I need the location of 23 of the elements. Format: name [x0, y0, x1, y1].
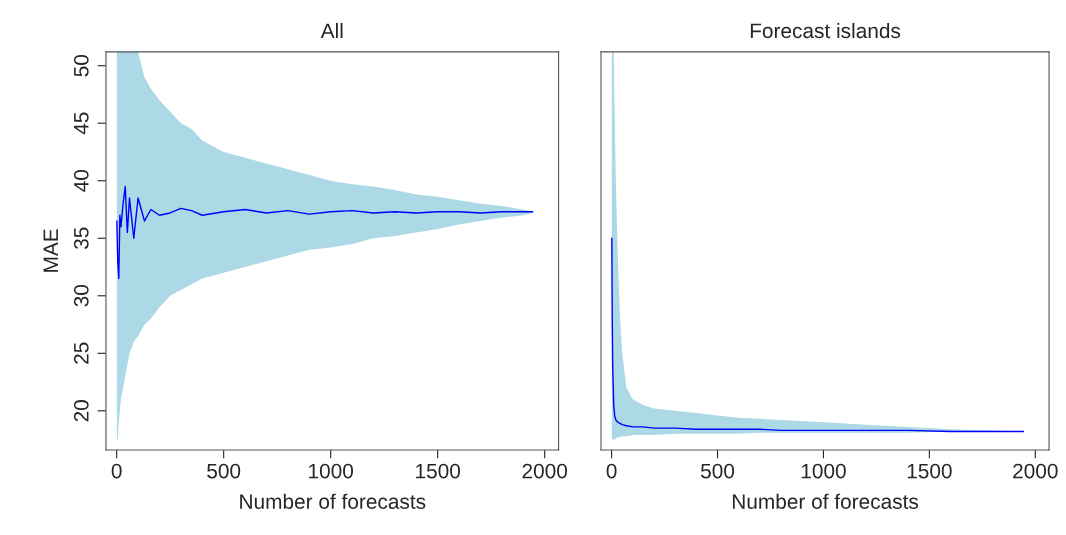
line-series — [116, 185, 534, 280]
x-tick-label: 0 — [606, 463, 617, 479]
x-axis-title: Number of forecasts — [240, 493, 426, 509]
x-tick-label: 1000 — [801, 463, 846, 479]
y-tick-label: 35 — [73, 227, 89, 250]
x-tick-label: 1000 — [309, 463, 354, 479]
y-tick-label: 20 — [73, 400, 89, 422]
y-axis-title: MAE — [43, 229, 58, 272]
y-tick-label: 40 — [73, 169, 89, 192]
y-tick-label: 30 — [73, 285, 89, 307]
y-tick-label: 45 — [74, 112, 89, 135]
y-tick-label: 50 — [73, 54, 89, 77]
y-tick-label: 25 — [73, 342, 89, 364]
chart-title: Forecast islands — [750, 22, 901, 39]
x-tick-label: 500 — [207, 463, 241, 479]
x-tick-label: 500 — [700, 463, 735, 479]
chart-title: All — [320, 22, 343, 39]
x-tick-label: 1500 — [416, 463, 461, 479]
x-axis-title: Number of forecasts — [732, 493, 919, 509]
x-tick-label: 0 — [111, 463, 122, 479]
x-tick-label: 2000 — [1013, 463, 1058, 479]
x-tick-label: 2000 — [522, 463, 568, 479]
x-tick-label: 1500 — [907, 463, 952, 479]
